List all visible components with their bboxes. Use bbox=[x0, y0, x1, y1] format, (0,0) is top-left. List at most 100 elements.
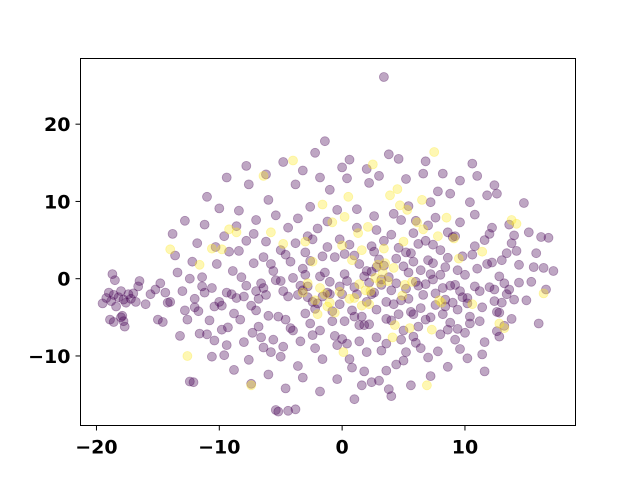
point-yellow-1 bbox=[182, 351, 193, 361]
point-purple-349 bbox=[504, 284, 515, 295]
point-yellow-33 bbox=[370, 272, 381, 283]
point-purple-116 bbox=[423, 220, 434, 231]
point-purple-259 bbox=[501, 248, 512, 259]
point-yellow-66 bbox=[310, 295, 321, 306]
point-purple-190 bbox=[403, 201, 414, 212]
point-purple-298 bbox=[420, 279, 431, 290]
point-purple-273 bbox=[270, 275, 281, 286]
point-purple-167 bbox=[243, 179, 254, 190]
point-purple-107 bbox=[401, 247, 411, 258]
point-purple-146 bbox=[496, 255, 507, 266]
point-purple-346 bbox=[469, 281, 480, 292]
point-purple-283 bbox=[334, 299, 345, 310]
point-purple-263 bbox=[194, 328, 205, 339]
point-purple-301 bbox=[437, 309, 448, 320]
point-purple-383 bbox=[199, 219, 210, 230]
point-purple-247 bbox=[415, 343, 426, 354]
point-purple-15 bbox=[110, 275, 120, 286]
point-purple-44 bbox=[241, 235, 252, 246]
point-purple-221 bbox=[261, 289, 271, 300]
point-purple-336 bbox=[393, 242, 404, 253]
point-purple-66 bbox=[300, 269, 311, 280]
point-purple-173 bbox=[300, 308, 311, 319]
point-purple-281 bbox=[317, 291, 328, 302]
point-purple-382 bbox=[187, 256, 198, 267]
point-purple-391 bbox=[307, 330, 318, 341]
point-purple-130 bbox=[457, 251, 468, 262]
point-purple-124 bbox=[442, 324, 453, 335]
point-yellow-42 bbox=[392, 184, 403, 195]
point-purple-80 bbox=[334, 281, 345, 292]
point-yellow-5 bbox=[224, 224, 235, 235]
point-purple-232 bbox=[337, 289, 348, 300]
point-purple-6 bbox=[113, 292, 124, 303]
point-purple-181 bbox=[359, 320, 370, 331]
point-yellow-65 bbox=[538, 288, 549, 299]
point-purple-153 bbox=[519, 198, 529, 208]
point-purple-295 bbox=[403, 267, 414, 278]
point-purple-27 bbox=[184, 376, 195, 387]
point-purple-390 bbox=[290, 238, 301, 249]
point-purple-282 bbox=[324, 276, 335, 287]
point-purple-24 bbox=[157, 317, 168, 327]
point-purple-53 bbox=[265, 347, 276, 358]
point-purple-248 bbox=[420, 235, 431, 246]
point-purple-201 bbox=[469, 209, 480, 220]
point-purple-389 bbox=[283, 291, 294, 302]
point-purple-203 bbox=[487, 222, 497, 233]
point-purple-69 bbox=[307, 234, 318, 245]
point-purple-39 bbox=[222, 322, 233, 333]
point-purple-262 bbox=[177, 286, 188, 297]
point-purple-369 bbox=[297, 165, 308, 176]
point-purple-249 bbox=[425, 312, 436, 323]
point-purple-165 bbox=[221, 287, 232, 298]
point-purple-331 bbox=[364, 319, 375, 330]
point-purple-324 bbox=[310, 343, 321, 354]
point-yellow-19 bbox=[327, 217, 338, 228]
point-purple-326 bbox=[327, 316, 338, 327]
point-purple-364 bbox=[462, 353, 473, 364]
point-purple-76 bbox=[324, 289, 335, 300]
point-purple-106 bbox=[398, 261, 409, 272]
point-purple-52 bbox=[263, 194, 274, 205]
point-yellow-49 bbox=[412, 217, 423, 228]
point-purple-254 bbox=[455, 286, 465, 297]
point-purple-302 bbox=[442, 227, 453, 238]
point-purple-392 bbox=[322, 216, 333, 227]
point-purple-338 bbox=[408, 256, 419, 267]
point-purple-377 bbox=[455, 175, 465, 186]
point-purple-294 bbox=[398, 355, 409, 366]
point-purple-143 bbox=[489, 284, 500, 295]
point-purple-70 bbox=[310, 303, 321, 314]
point-purple-38 bbox=[221, 340, 232, 351]
point-purple-42 bbox=[235, 314, 246, 325]
point-purple-123 bbox=[440, 301, 451, 312]
point-purple-278 bbox=[300, 247, 311, 258]
point-purple-163 bbox=[202, 191, 212, 202]
point-purple-264 bbox=[204, 315, 215, 326]
point-purple-194 bbox=[423, 255, 434, 266]
point-purple-175 bbox=[310, 147, 321, 158]
point-purple-291 bbox=[381, 365, 392, 376]
point-purple-180 bbox=[351, 222, 362, 233]
point-purple-252 bbox=[442, 252, 453, 263]
point-purple-335 bbox=[386, 315, 397, 326]
point-purple-271 bbox=[256, 332, 267, 343]
point-purple-293 bbox=[391, 278, 402, 289]
point-purple-56 bbox=[273, 406, 284, 417]
point-purple-245 bbox=[405, 248, 416, 259]
x-tick-label: −10 bbox=[198, 437, 240, 459]
point-purple-83 bbox=[342, 276, 352, 286]
point-yellow-7 bbox=[246, 380, 257, 391]
point-purple-119 bbox=[430, 300, 441, 310]
point-purple-368 bbox=[278, 157, 289, 167]
point-purple-261 bbox=[165, 296, 176, 307]
point-purple-113 bbox=[415, 265, 426, 276]
point-purple-75 bbox=[322, 242, 333, 252]
point-purple-219 bbox=[241, 280, 252, 291]
point-yellow-2 bbox=[194, 259, 205, 270]
point-yellow-26 bbox=[349, 293, 360, 303]
point-purple-73 bbox=[317, 354, 328, 365]
point-purple-323 bbox=[302, 231, 313, 242]
point-purple-21 bbox=[117, 310, 128, 321]
